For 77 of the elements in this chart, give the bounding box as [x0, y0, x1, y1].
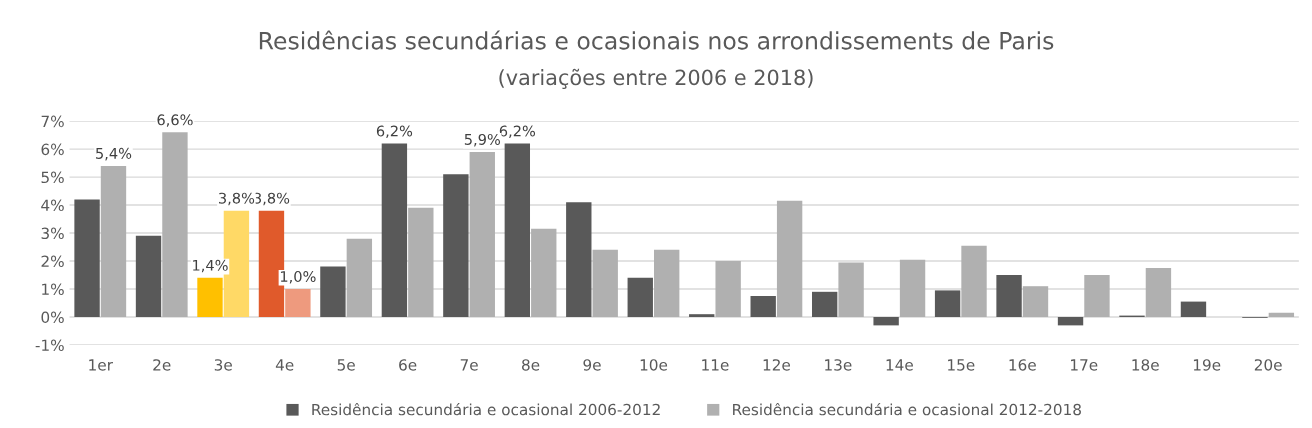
- data-label: 3,8%: [219, 192, 255, 206]
- bar: [346, 238, 373, 317]
- bar: [381, 143, 408, 317]
- x-tick-label: 17e: [1071, 359, 1098, 371]
- data-label: 6,2%: [376, 125, 413, 138]
- chart-subtitle: (variações entre 2006 e 2018): [499, 68, 813, 89]
- bar: [1057, 316, 1084, 326]
- legend-label: Residência secundária e ocasional 2012-2018: [733, 402, 1081, 416]
- x-tick-label: 7e: [460, 359, 478, 371]
- x-tick-label: 14e: [886, 359, 913, 371]
- bar: [285, 289, 311, 317]
- data-label: 5,9%: [464, 133, 501, 147]
- bar: [899, 259, 926, 317]
- bar: [838, 262, 864, 317]
- y-tick-label: 0%: [41, 311, 64, 324]
- x-tick-label: 9e: [583, 359, 601, 371]
- data-label: 5,4%: [96, 147, 132, 161]
- x-tick-label: 18e: [1132, 359, 1159, 371]
- bar: [873, 316, 899, 326]
- bar: [934, 290, 961, 317]
- data-label: 3,8%: [254, 192, 290, 206]
- x-tick-label: 3e: [214, 359, 232, 371]
- x-tick-label: 6e: [399, 359, 417, 371]
- x-tick-label: 16e: [1009, 359, 1036, 371]
- x-tick-label: 13e: [825, 359, 852, 371]
- x-tick-label: 2e: [153, 359, 171, 371]
- x-tick-label: 11e: [702, 359, 729, 371]
- x-tick-label: 10e: [640, 359, 668, 371]
- bar: [1180, 301, 1207, 317]
- bar: [469, 151, 495, 317]
- bar: [1022, 286, 1049, 317]
- bar: [715, 261, 741, 317]
- bar: [162, 132, 188, 317]
- bar: [592, 249, 618, 317]
- bar: [750, 296, 776, 317]
- y-tick-label: -1%: [35, 339, 64, 351]
- bar: [776, 200, 803, 317]
- bar: [504, 143, 531, 317]
- bar: [320, 266, 346, 317]
- y-tick-label: 4%: [41, 199, 64, 212]
- data-label: 6,6%: [157, 114, 193, 127]
- bar: [627, 277, 653, 317]
- data-label: 6,2%: [499, 125, 536, 138]
- bar: [74, 199, 100, 317]
- y-tick-label: 2%: [41, 255, 64, 268]
- bar: [811, 291, 838, 317]
- bar: [689, 314, 715, 317]
- x-tick-label: 12e: [763, 359, 791, 371]
- x-tick-label: 4e: [275, 359, 294, 371]
- legend-label: Residência secundária e ocasional 2006-2012: [312, 402, 660, 416]
- bar: [197, 277, 223, 317]
- bar: [100, 165, 127, 317]
- bar: [1145, 268, 1172, 317]
- x-tick-label: 1er: [89, 359, 113, 371]
- y-tick-label: 5%: [41, 171, 64, 184]
- bar: [135, 235, 162, 317]
- y-tick-label: 1%: [42, 283, 64, 296]
- bar: [961, 245, 987, 317]
- data-label: 1,0%: [280, 270, 316, 284]
- y-tick-label: 6%: [41, 143, 64, 156]
- x-tick-label: 20e: [1254, 359, 1282, 371]
- bar: [996, 275, 1022, 317]
- data-label: 1,4%: [193, 259, 228, 273]
- bar: [1084, 275, 1110, 317]
- bar: [654, 249, 680, 317]
- x-tick-label: 8e: [522, 359, 540, 371]
- bar: [566, 202, 592, 317]
- bar: [408, 207, 434, 317]
- bar: [531, 228, 557, 317]
- x-tick-label: 19e: [1193, 359, 1221, 371]
- bar: [1268, 312, 1295, 317]
- x-tick-label: 15e: [948, 359, 975, 371]
- chart-title: Residências secundárias e ocasionais nos arrondissements de Paris: [259, 30, 1054, 50]
- y-tick-label: 3%: [41, 227, 64, 240]
- bar: [443, 174, 469, 317]
- x-tick-label: 5e: [337, 359, 355, 371]
- y-tick-label: 7%: [41, 115, 64, 128]
